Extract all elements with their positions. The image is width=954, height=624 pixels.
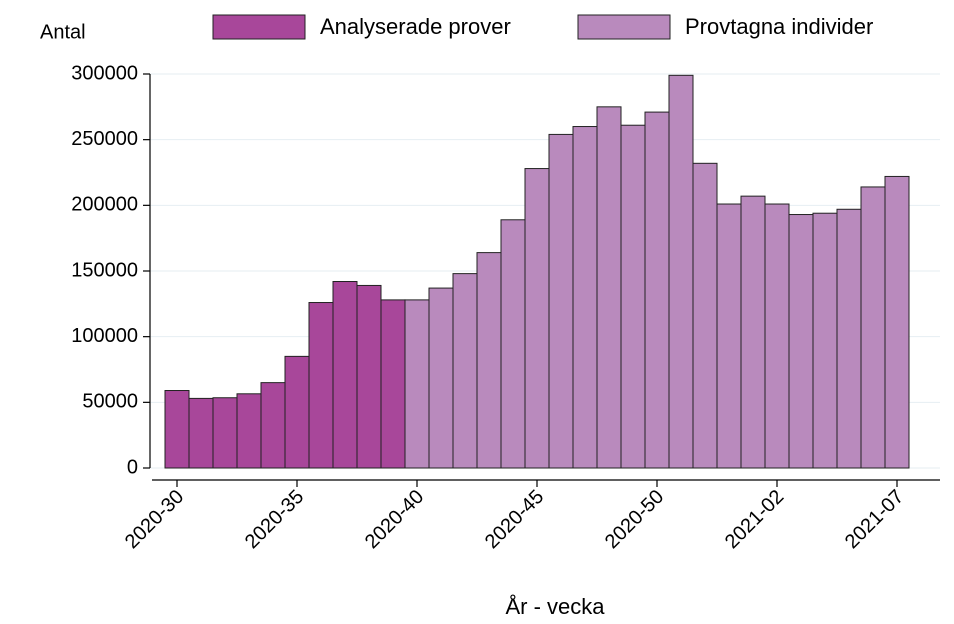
bar	[740, 195, 766, 469]
bar	[236, 393, 262, 469]
legend-label: Provtagna individer	[685, 14, 873, 39]
bar	[764, 203, 790, 469]
bar	[500, 219, 526, 469]
bar	[836, 208, 862, 469]
y-tick-label: 250000	[71, 128, 138, 150]
bar	[596, 106, 622, 469]
bar	[428, 287, 454, 469]
bar	[452, 273, 478, 469]
bar	[404, 299, 430, 469]
bar	[164, 390, 190, 469]
bar	[308, 302, 334, 469]
y-tick-label: 0	[127, 456, 138, 478]
bar	[524, 168, 550, 469]
bar	[860, 186, 886, 469]
y-tick-label: 50000	[82, 391, 138, 413]
legend-swatch	[212, 14, 306, 40]
y-tick-label: 200000	[71, 194, 138, 216]
bar	[692, 162, 718, 469]
legend-swatch	[577, 14, 671, 40]
bar	[572, 126, 598, 469]
bar	[668, 74, 694, 469]
y-tick-label: 100000	[71, 325, 138, 347]
bar	[356, 284, 382, 469]
bar	[716, 203, 742, 469]
bar	[332, 281, 358, 469]
bar	[212, 397, 238, 469]
bar	[284, 355, 310, 469]
legend-label: Analyserade prover	[320, 14, 511, 39]
y-tick-label: 150000	[71, 259, 138, 281]
bar	[644, 111, 670, 469]
bar	[788, 214, 814, 469]
bar	[884, 175, 910, 469]
bar	[548, 133, 574, 469]
bar	[260, 382, 286, 469]
y-tick-label: 300000	[71, 62, 138, 84]
bar	[188, 397, 214, 469]
x-axis-label: År - vecka	[505, 594, 605, 619]
bar	[476, 252, 502, 469]
y-axis-label: Antal	[40, 21, 86, 43]
bar	[380, 299, 406, 469]
bar	[812, 212, 838, 469]
bar	[620, 124, 646, 469]
